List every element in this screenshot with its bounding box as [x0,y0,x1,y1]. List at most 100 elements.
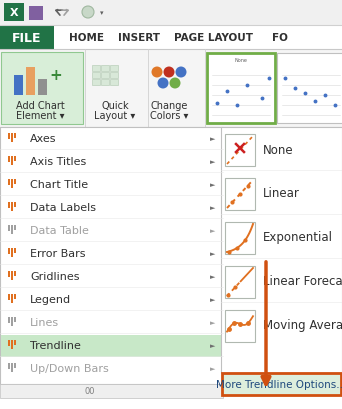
FancyBboxPatch shape [0,50,342,51]
Text: Element ▾: Element ▾ [16,111,64,121]
FancyBboxPatch shape [38,80,47,96]
FancyBboxPatch shape [1,53,83,125]
Text: Exponential: Exponential [263,231,333,244]
FancyBboxPatch shape [14,294,16,299]
FancyBboxPatch shape [11,157,13,166]
FancyBboxPatch shape [11,225,13,234]
FancyBboxPatch shape [14,248,16,254]
FancyBboxPatch shape [14,271,16,276]
FancyBboxPatch shape [101,73,109,79]
Text: Layout ▾: Layout ▾ [94,111,136,121]
FancyBboxPatch shape [8,134,10,139]
FancyBboxPatch shape [14,180,16,184]
Text: ►: ► [210,342,216,348]
Text: 00: 00 [85,387,95,396]
Text: ►: ► [210,250,216,256]
Text: FILE: FILE [12,31,42,45]
FancyBboxPatch shape [11,271,13,280]
FancyBboxPatch shape [225,310,255,342]
FancyBboxPatch shape [8,363,10,369]
FancyBboxPatch shape [14,225,16,230]
Text: ►: ► [210,296,216,302]
Text: Error Bars: Error Bars [30,248,86,258]
FancyBboxPatch shape [14,76,23,96]
Text: Add Chart: Add Chart [16,101,64,111]
Text: Axes: Axes [30,134,56,144]
FancyBboxPatch shape [225,135,255,166]
FancyBboxPatch shape [1,335,222,357]
FancyBboxPatch shape [11,317,13,326]
Text: Legend: Legend [30,294,71,304]
FancyBboxPatch shape [222,373,341,395]
FancyBboxPatch shape [225,266,255,298]
Circle shape [163,67,174,78]
FancyBboxPatch shape [11,180,13,189]
Text: PAGE LAYOUT: PAGE LAYOUT [174,33,253,43]
Text: Moving Average: Moving Average [263,319,342,332]
Text: Colors ▾: Colors ▾ [150,111,188,121]
FancyBboxPatch shape [8,157,10,163]
FancyBboxPatch shape [225,222,255,254]
FancyBboxPatch shape [101,66,109,72]
Text: ►: ► [210,273,216,279]
FancyBboxPatch shape [110,73,118,79]
FancyBboxPatch shape [8,317,10,323]
Text: ►: ► [210,227,216,234]
Text: ▾: ▾ [100,10,104,16]
FancyBboxPatch shape [0,384,223,398]
FancyBboxPatch shape [14,202,16,207]
Circle shape [82,7,94,19]
FancyBboxPatch shape [0,50,342,128]
FancyBboxPatch shape [0,26,54,50]
FancyBboxPatch shape [11,248,13,257]
FancyBboxPatch shape [11,294,13,303]
Text: Data Labels: Data Labels [30,202,96,213]
Text: Quick: Quick [101,101,129,111]
FancyBboxPatch shape [29,7,43,21]
FancyBboxPatch shape [14,363,16,368]
FancyBboxPatch shape [14,317,16,322]
Circle shape [170,78,181,89]
FancyBboxPatch shape [8,340,10,346]
FancyBboxPatch shape [11,134,13,143]
FancyBboxPatch shape [207,54,275,124]
FancyBboxPatch shape [0,0,342,26]
Text: Axis Titles: Axis Titles [30,157,86,166]
FancyBboxPatch shape [8,180,10,186]
Circle shape [158,78,169,89]
FancyBboxPatch shape [0,128,223,384]
FancyBboxPatch shape [225,179,255,211]
FancyBboxPatch shape [110,80,118,86]
Text: INSERT: INSERT [118,33,160,43]
Text: FO: FO [272,33,288,43]
Text: ►: ► [210,159,216,164]
Text: Chart Title: Chart Title [30,180,88,189]
Text: Data Table: Data Table [30,225,89,236]
Text: ►: ► [210,319,216,325]
FancyBboxPatch shape [92,73,100,79]
FancyBboxPatch shape [221,128,342,373]
Text: Trendline: Trendline [30,340,81,350]
FancyBboxPatch shape [11,363,13,372]
FancyBboxPatch shape [11,340,13,349]
FancyBboxPatch shape [110,66,118,72]
FancyBboxPatch shape [8,225,10,231]
Text: Linear: Linear [263,187,300,200]
FancyBboxPatch shape [92,80,100,86]
FancyBboxPatch shape [101,80,109,86]
Text: Change: Change [150,101,188,111]
Text: ►: ► [210,136,216,142]
Text: X: X [10,8,18,18]
FancyBboxPatch shape [4,4,24,22]
Text: Up/Down Bars: Up/Down Bars [30,363,109,373]
Text: HOME: HOME [68,33,104,43]
Text: Lines: Lines [30,317,59,327]
Text: Linear Forecast: Linear Forecast [263,275,342,288]
Circle shape [175,67,186,78]
Text: ►: ► [210,204,216,211]
Text: Gridlines: Gridlines [30,271,79,281]
Text: More Trendline Options...: More Trendline Options... [216,379,342,389]
FancyBboxPatch shape [8,248,10,254]
Text: None: None [263,143,294,156]
FancyBboxPatch shape [8,271,10,277]
